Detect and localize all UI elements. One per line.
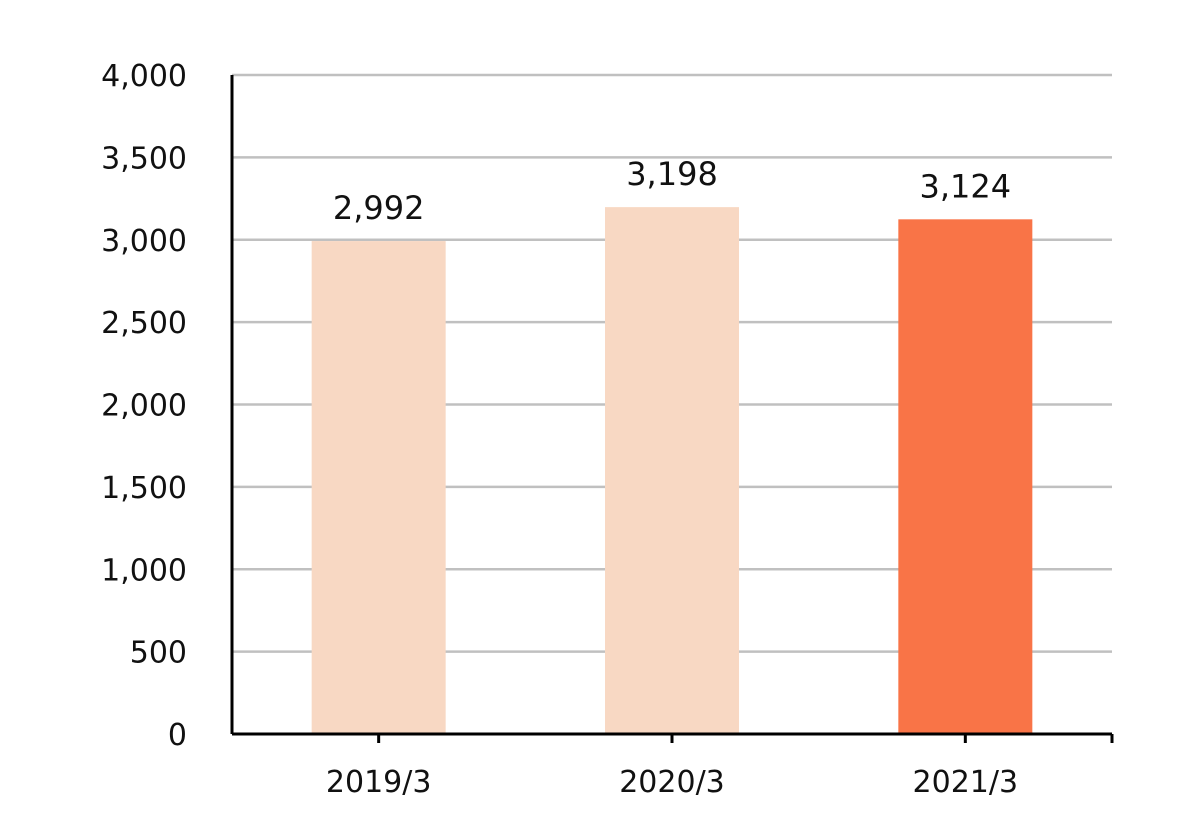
y-tick-labels: 0 500 1,000 1,500 2,000 2,500 3,000 3,500 4,000 bbox=[101, 59, 187, 753]
x-tick-labels: 2019/3 2020/3 2021/3 bbox=[326, 765, 1018, 800]
y-tick-label: 1,500 bbox=[101, 471, 187, 506]
bars bbox=[311, 207, 1033, 735]
y-tick-label: 0 bbox=[168, 718, 187, 753]
y-tick-label: 3,500 bbox=[101, 141, 187, 176]
x-tick-label: 2021/3 bbox=[913, 765, 1019, 800]
bar-2020-3 bbox=[605, 207, 739, 734]
axes bbox=[230, 75, 1114, 743]
y-tick-label: 1,000 bbox=[101, 553, 187, 588]
y-tick-label: 4,000 bbox=[101, 59, 187, 94]
bar-2019-3 bbox=[311, 241, 446, 734]
x-tick-label: 2020/3 bbox=[619, 765, 725, 800]
data-label: 3,124 bbox=[920, 167, 1012, 205]
y-tick-label: 3,000 bbox=[101, 224, 187, 259]
data-label: 3,198 bbox=[626, 155, 718, 193]
x-tick-label: 2019/3 bbox=[326, 765, 432, 800]
bar-2021-3 bbox=[898, 219, 1033, 735]
data-labels: 2,992 3,198 3,124 bbox=[333, 155, 1011, 227]
y-tick-label: 500 bbox=[130, 636, 187, 671]
data-label: 2,992 bbox=[333, 189, 425, 227]
y-tick-label: 2,000 bbox=[101, 389, 187, 424]
y-tick-label: 2,500 bbox=[101, 306, 187, 341]
